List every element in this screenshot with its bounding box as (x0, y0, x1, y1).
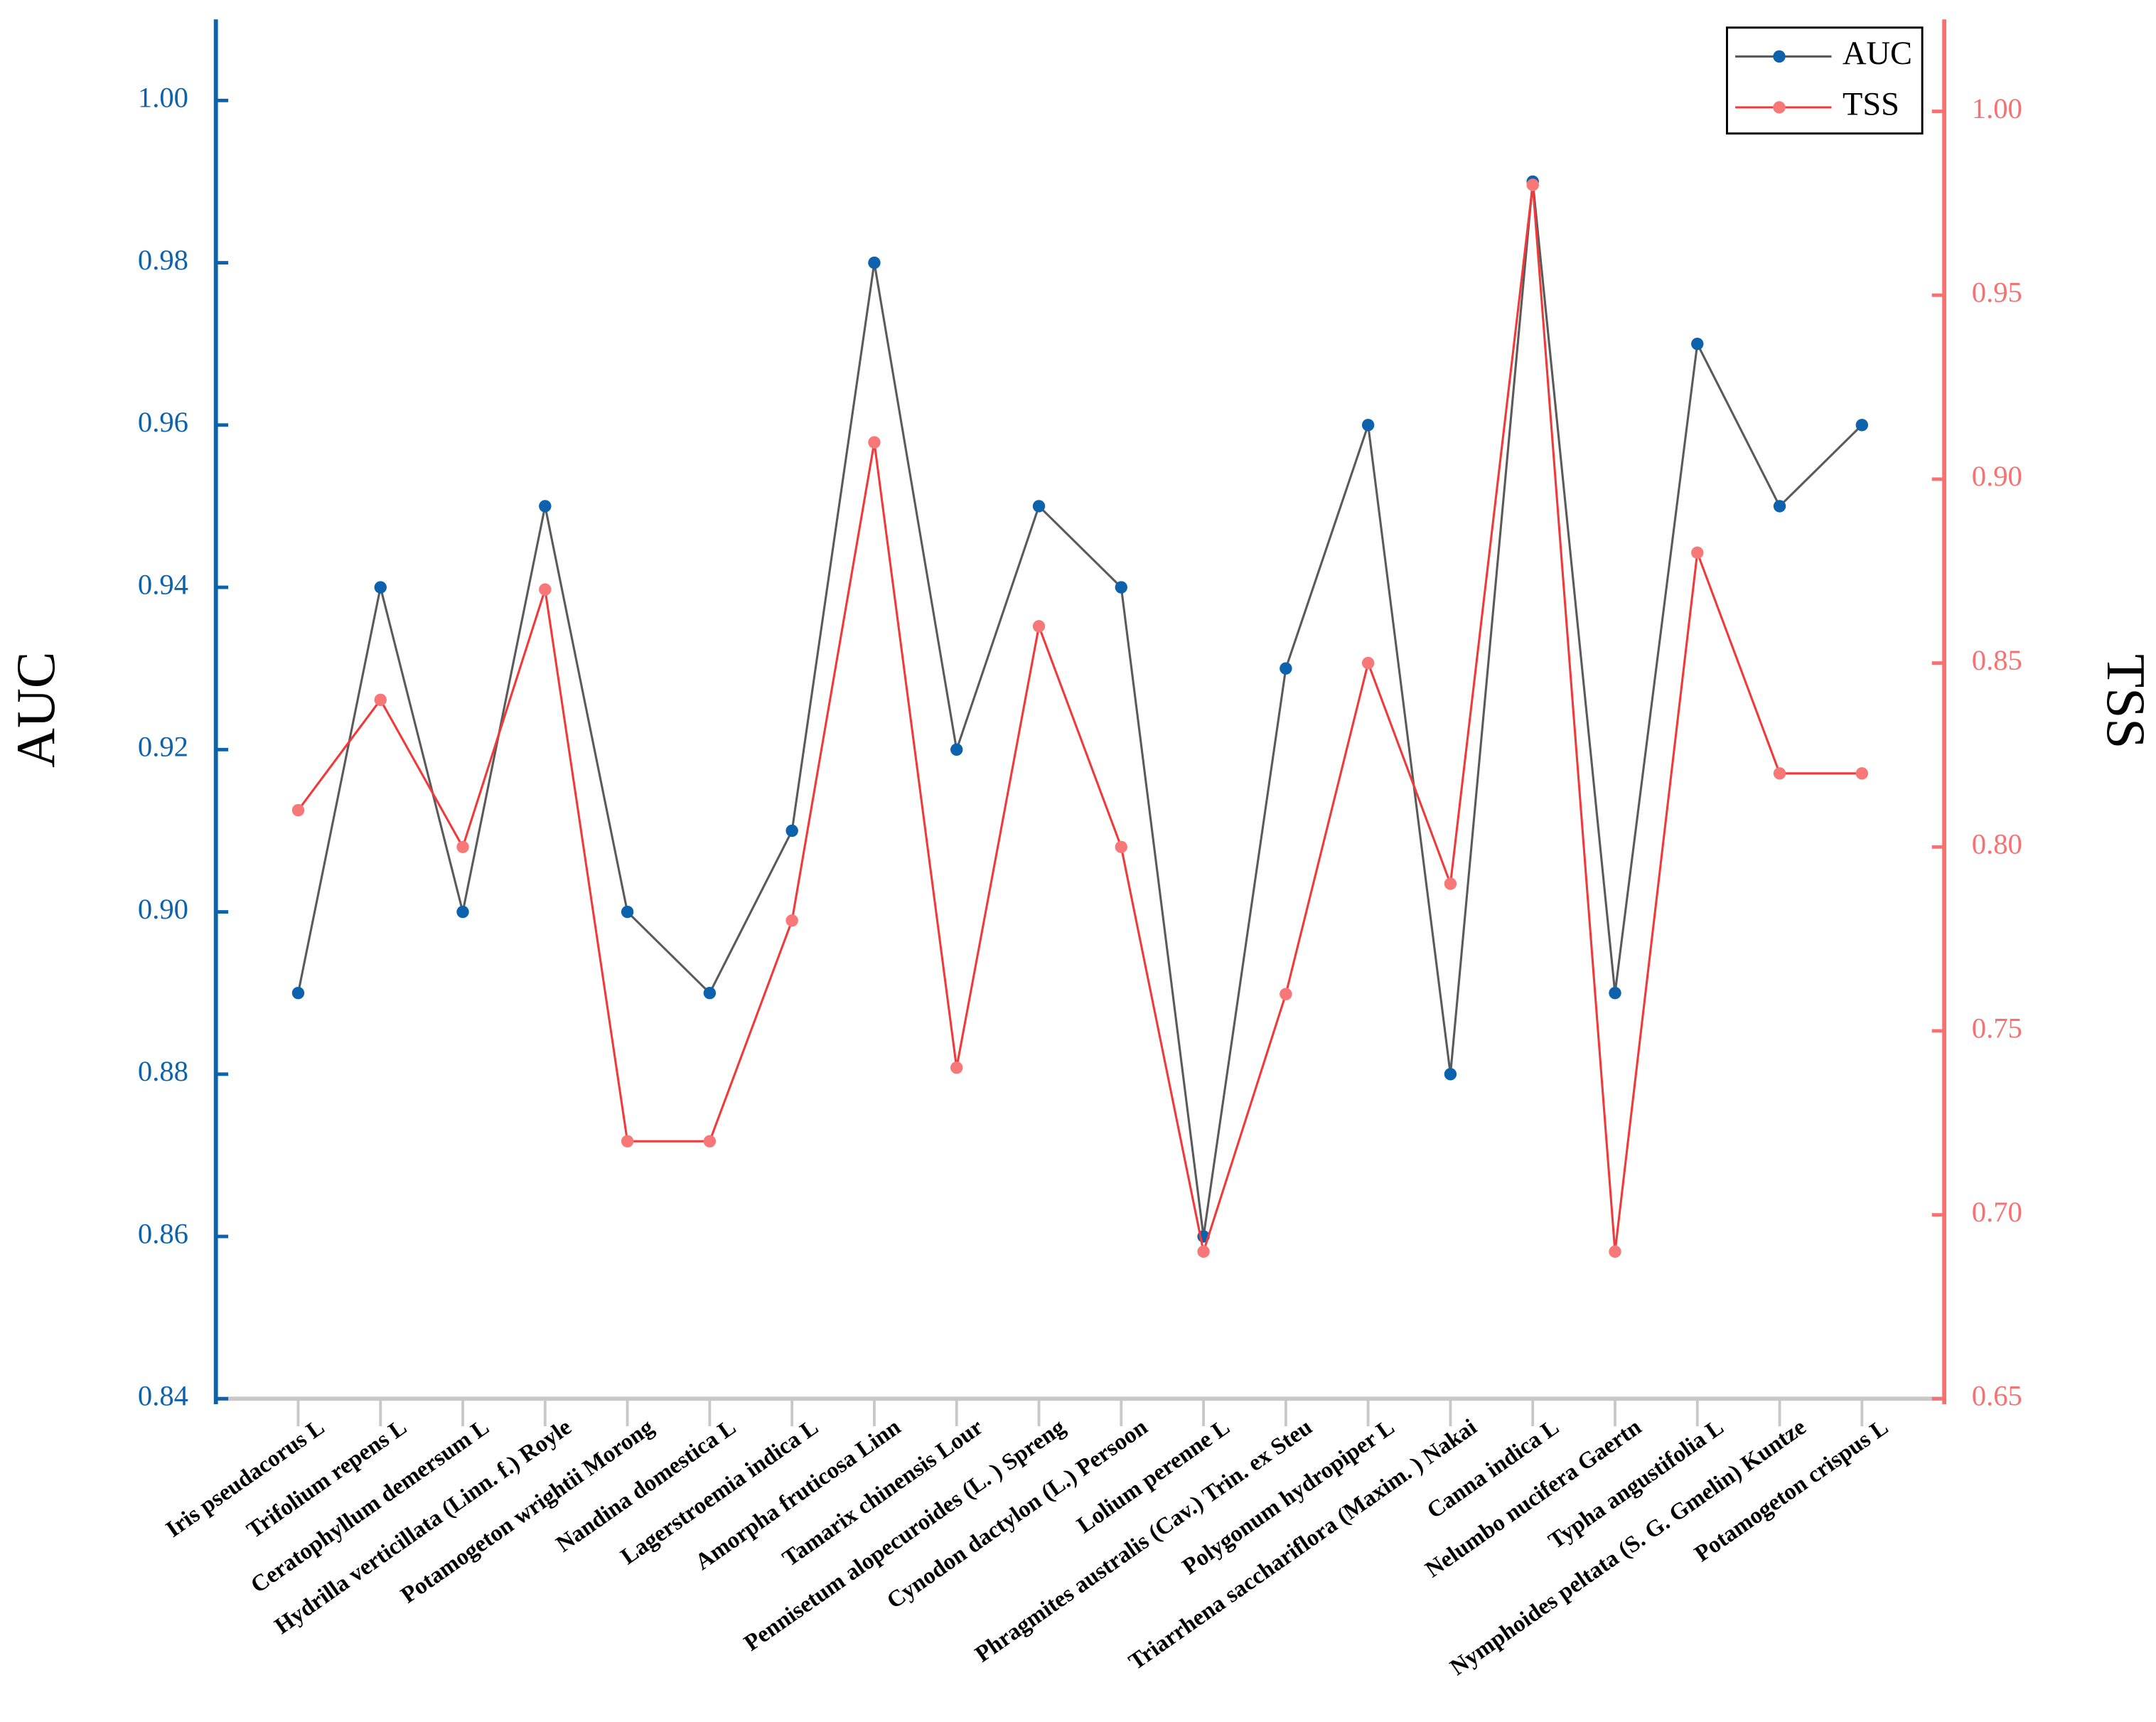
data-point (1032, 620, 1046, 633)
data-point (456, 840, 469, 853)
data-point (291, 986, 305, 1000)
data-point (1361, 656, 1375, 670)
y2-tick-label: 0.90 (1972, 460, 2022, 492)
data-point (1280, 988, 1292, 1000)
y-tick-label: 1.00 (138, 82, 188, 114)
y-tick-label: 0.98 (138, 244, 188, 276)
data-point (1115, 581, 1127, 594)
data-point (1609, 986, 1621, 1000)
data-point (1855, 767, 1869, 780)
y2-tick-label: 0.75 (1972, 1012, 2022, 1044)
data-point (539, 500, 552, 513)
data-point (1032, 500, 1046, 513)
series-line (296, 181, 1863, 1237)
data-point (1526, 178, 1539, 191)
y-tick-label: 0.92 (138, 731, 188, 763)
y-tick-label: 0.96 (138, 406, 188, 438)
y-tick-label: 0.86 (138, 1217, 188, 1249)
y2-tick-label: 1.00 (1972, 92, 2022, 124)
data-point (950, 1061, 963, 1074)
data-point (621, 1135, 634, 1148)
x-tick-label: Hydrilla verticillata (Linn. f.) Royle (270, 1414, 576, 1639)
data-point (1691, 546, 1704, 560)
y-tick-label: 0.88 (138, 1055, 188, 1087)
data-point (374, 581, 387, 594)
data-point (621, 905, 634, 919)
data-point (291, 803, 305, 817)
data-point (1115, 840, 1127, 853)
data-point (1773, 500, 1786, 513)
data-point (1361, 419, 1375, 432)
y2-tick-label: 0.95 (1972, 277, 2022, 309)
series-line (297, 184, 1862, 1256)
data-point (374, 693, 387, 707)
data-point (785, 824, 798, 838)
y2-tick-label: 0.65 (1972, 1380, 2022, 1412)
y-tick-label: 0.94 (138, 568, 188, 600)
legend-marker (1773, 101, 1786, 114)
data-point (1197, 1245, 1210, 1258)
legend-label: AUC (1843, 36, 1912, 72)
data-point (868, 436, 881, 449)
legend-label: TSS (1843, 87, 1899, 123)
data-point (1444, 1068, 1457, 1081)
y-tick-label: 0.90 (138, 893, 188, 925)
legend-box (1726, 26, 1924, 135)
data-point (1444, 877, 1457, 890)
data-point (785, 914, 798, 927)
data-point (703, 1135, 717, 1148)
data-point (868, 256, 881, 269)
y-axis-label: AUC (5, 652, 66, 768)
y2-tick-label: 0.85 (1972, 644, 2022, 676)
data-point (539, 583, 552, 596)
data-point (456, 905, 469, 919)
y-tick-label: 0.84 (138, 1380, 188, 1412)
y2-tick-label: 0.70 (1972, 1196, 2022, 1228)
data-point (950, 743, 963, 756)
data-point (1773, 767, 1786, 780)
data-point (1609, 1245, 1621, 1258)
legend-marker (1773, 50, 1786, 63)
data-point (703, 986, 717, 1000)
y2-tick-label: 0.80 (1972, 828, 2022, 860)
y2-axis-label: TSS (2096, 654, 2156, 749)
data-point (1280, 662, 1292, 675)
data-point (1855, 419, 1869, 432)
data-point (1691, 337, 1704, 351)
